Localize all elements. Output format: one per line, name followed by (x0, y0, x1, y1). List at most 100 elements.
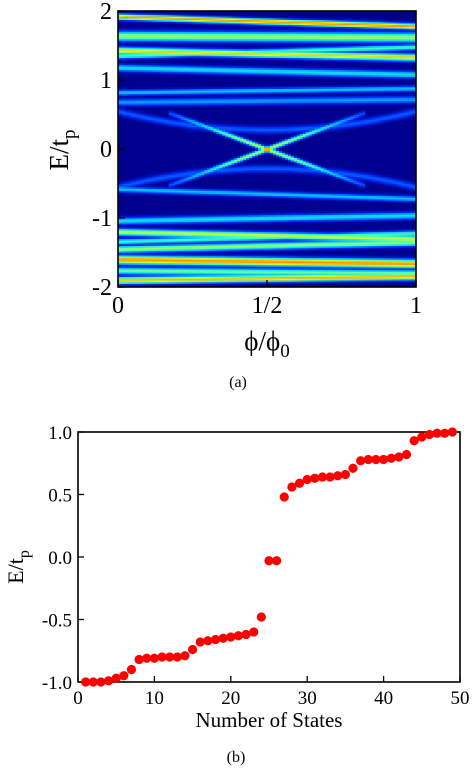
heatmap-cell (126, 74, 131, 77)
heatmap-cell (150, 28, 155, 31)
heatmap-cell (186, 128, 190, 131)
heatmap-cell (153, 98, 158, 102)
heatmap-cell (126, 147, 131, 150)
heatmap-cell (118, 192, 122, 195)
heatmap-cell (120, 130, 125, 133)
heatmap-cell (135, 249, 140, 252)
heatmap-cell (177, 112, 181, 115)
heatmap-cell (168, 247, 173, 250)
heatmap-cell (180, 90, 184, 93)
heatmap-cell (207, 235, 211, 238)
heatmap-cell (204, 224, 208, 228)
heatmap-cell (132, 117, 137, 121)
heatmap-cell (195, 92, 199, 95)
heatmap-cell (126, 126, 131, 129)
heatmap-cell (144, 43, 149, 46)
heatmap-cell (162, 276, 167, 279)
heatmap-cell (165, 88, 170, 91)
heatmap-cell (135, 149, 140, 152)
heatmap-cell (204, 273, 208, 276)
heatmap-cell (118, 219, 122, 222)
heatmap-cell (186, 231, 190, 234)
heatmap-cell (156, 211, 161, 214)
heatmap-cell (189, 211, 193, 214)
heatmap-cell (183, 174, 187, 177)
heatmap-cell (144, 62, 149, 65)
heatmap-cell (144, 273, 149, 276)
heatmap-cell (144, 23, 149, 26)
heatmap-cell (186, 200, 190, 203)
heatmap-cell (198, 166, 202, 169)
heatmap-cell (118, 150, 122, 153)
heatmap-cell (195, 16, 199, 19)
heatmap-cell (171, 178, 176, 181)
heatmap-cell (183, 83, 187, 86)
heatmap-cell (153, 283, 158, 286)
heatmap-cell (198, 111, 202, 114)
heatmap-cell (135, 90, 140, 93)
heatmap-cell (180, 85, 184, 88)
heatmap-cell (195, 107, 199, 110)
heatmap-cell (207, 66, 211, 69)
heatmap-cell (159, 12, 164, 15)
heatmap-cell (168, 35, 173, 38)
heatmap-cell (207, 55, 211, 58)
heatmap-cell (180, 219, 184, 222)
heatmap-cell (132, 119, 137, 122)
heatmap-cell (189, 257, 193, 260)
heatmap-cell (198, 185, 202, 188)
heatmap-cell (192, 149, 196, 152)
heatmap-cell (201, 136, 205, 140)
heatmap-cell (156, 221, 161, 224)
heatmap-cell (204, 11, 208, 14)
heatmap-cell (150, 135, 155, 138)
heatmap-cell (168, 250, 173, 253)
heatmap-cell (186, 262, 190, 265)
heatmap-cell (174, 119, 178, 122)
heatmap-cell (162, 114, 167, 117)
heatmap-cell (120, 119, 125, 122)
heatmap-cell (153, 55, 158, 58)
heatmap-cell (126, 12, 131, 15)
heatmap-cell (135, 14, 140, 17)
heatmap-cell (147, 250, 152, 253)
heatmap-cell (195, 97, 199, 100)
heatmap-cell (207, 83, 211, 86)
heatmap-cell (210, 226, 214, 229)
heatmap-cell (207, 238, 211, 241)
heatmap-cell (118, 17, 122, 21)
heatmap-cell (147, 73, 152, 76)
heatmap-cell (192, 247, 196, 250)
heatmap-cell (192, 188, 196, 191)
heatmap-cell (135, 176, 140, 179)
heatmap-cell (204, 257, 208, 260)
heatmap-cell (207, 274, 211, 278)
heatmap-cell (138, 278, 143, 281)
heatmap-cell (198, 249, 202, 252)
heatmap-cell (132, 186, 137, 190)
heatmap-cell (156, 176, 161, 179)
heatmap-cell (201, 280, 205, 283)
heatmap-cell (141, 109, 146, 112)
heatmap-cell (168, 62, 173, 65)
heatmap-cell (147, 209, 152, 212)
heatmap-cell (183, 161, 187, 164)
heatmap-cell (183, 154, 187, 157)
heatmap-cell (183, 268, 187, 271)
heatmap-cell (123, 147, 128, 150)
heatmap-cell (186, 43, 190, 46)
heatmap-cell (153, 123, 158, 126)
heatmap-cell (165, 281, 170, 284)
heatmap-cell (183, 140, 187, 143)
heatmap-cell (159, 47, 164, 50)
heatmap-cell (210, 235, 214, 238)
heatmap-cell (126, 117, 131, 121)
heatmap-cell (138, 231, 143, 234)
heatmap-cell (177, 107, 181, 110)
heatmap-cell (207, 69, 211, 72)
heatmap-cell (183, 231, 187, 234)
heatmap-cell (141, 17, 146, 21)
heatmap-cell (156, 24, 161, 27)
heatmap-cell (153, 157, 158, 160)
heatmap-cell (156, 207, 161, 210)
